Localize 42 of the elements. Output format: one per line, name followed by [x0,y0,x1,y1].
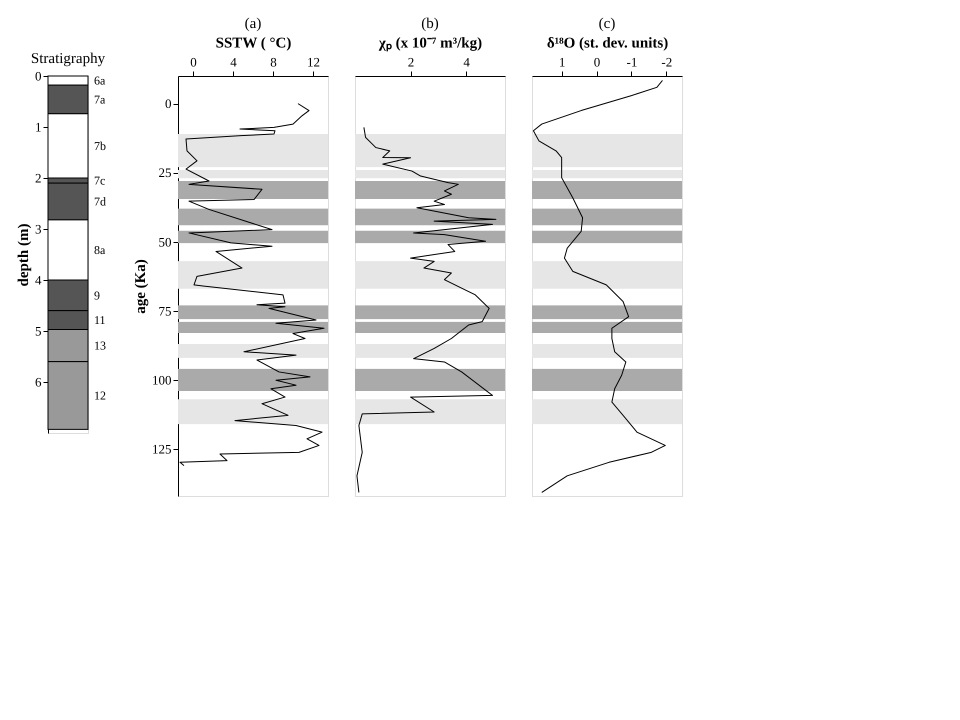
series-label: 7d [94,194,106,208]
chart-title: (c) [598,16,616,32]
y-tick-label: 0 [35,68,42,84]
x-tick-label: 4 [463,54,470,70]
x-tick-label: 8 [270,54,277,70]
chart-title: (b) [421,16,439,32]
y-tick-label: 3 [35,222,42,236]
series-label: 6a [94,74,106,88]
x-tick-label: 12 [307,54,320,70]
y-axis-title: depth (m) [16,224,32,286]
y-tick-label: 1 [35,120,42,134]
x-tick-label: 1 [558,54,566,70]
series-label: 9 [94,288,100,302]
series-label: 13 [94,338,106,353]
y-tick-label: 6 [35,374,42,390]
y-tick-label: 125 [152,442,172,457]
y-tick-label: 25 [158,165,172,180]
y-tick-label: 4 [35,272,42,288]
y-axis-title: age (Ka) [133,259,149,314]
x-tick-label: 0 [190,54,197,70]
x-tick-label: 4 [230,54,238,70]
x-tick-label: -2 [661,54,672,70]
y-tick-label: 5 [35,324,42,338]
series-label: 7b [94,138,106,153]
x-axis-title: SSTW ( °C) [216,36,292,52]
x-tick-label: -1 [626,54,638,70]
series-label: 12 [94,388,106,403]
y-tick-label: 75 [158,303,172,318]
series-label: 11 [94,313,106,328]
y-tick-label: 2 [35,170,42,186]
x-tick-label: 2 [408,54,414,70]
y-tick-label: 50 [158,234,172,250]
series-label: 7a [94,92,106,106]
x-axis-title: δ¹⁸O (st. dev. units) [546,36,668,52]
series-label: 8a [94,242,106,257]
x-axis-title: χₚ (x 10⁻⁷ m³/kg) [378,36,482,52]
series-label: 7c [94,174,106,188]
y-tick-label: 0 [165,96,172,112]
x-tick-label: 0 [594,54,600,70]
chart-title: (a) [244,16,262,32]
chart-title: Stratigraphy [30,51,106,67]
y-tick-label: 100 [152,372,172,388]
